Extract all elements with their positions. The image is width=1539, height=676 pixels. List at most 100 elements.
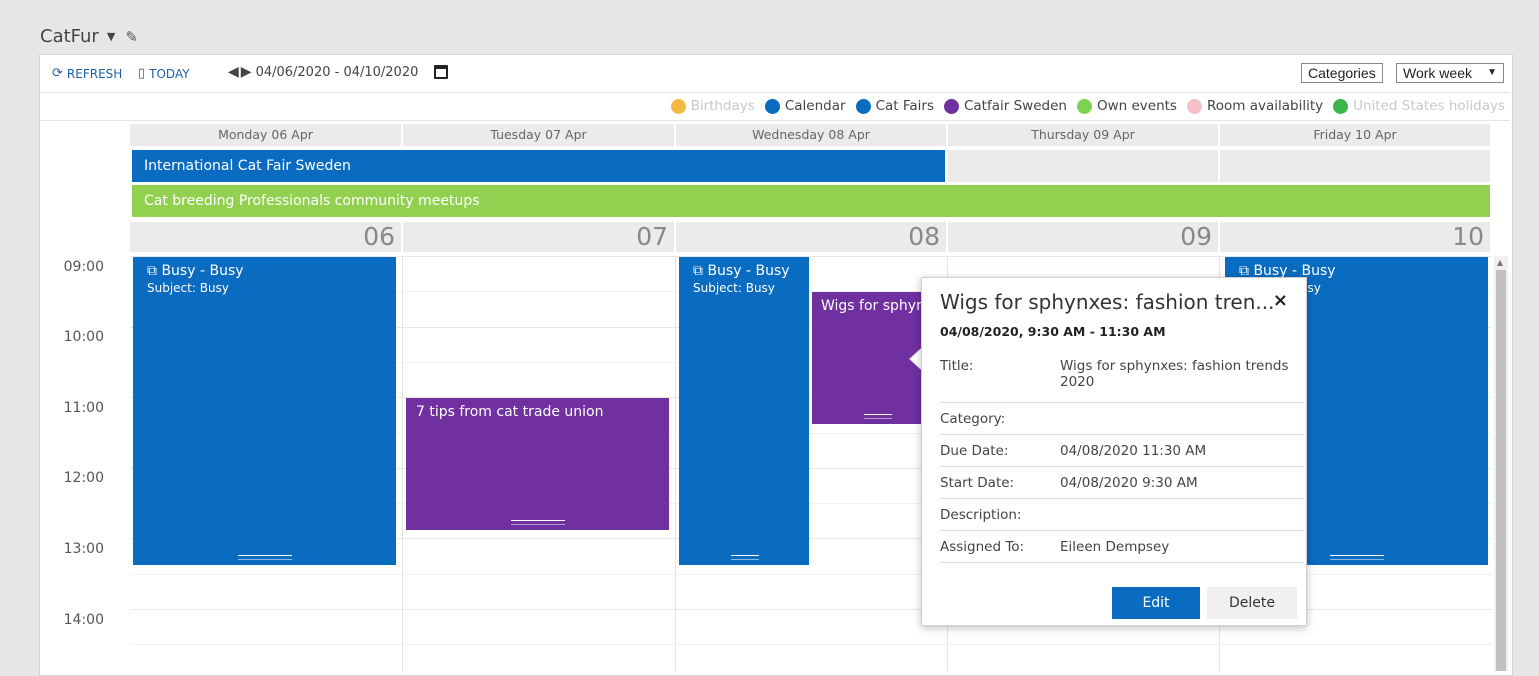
time-slot-line (130, 397, 1492, 398)
day-header: Tuesday 07 Apr (403, 124, 674, 146)
day-number[interactable]: 08 (676, 222, 946, 252)
resize-handle[interactable] (1330, 555, 1384, 560)
legend-label: Birthdays (690, 98, 755, 114)
day-number[interactable]: 06 (130, 222, 401, 252)
time-label: 11:00 (63, 400, 104, 416)
refresh-icon: ⟳ (52, 66, 63, 81)
event-subject: Subject: Busy (693, 281, 775, 295)
allday-event[interactable]: Cat breeding Professionals community mee… (132, 185, 1490, 217)
day-number[interactable]: 09 (948, 222, 1218, 252)
legend-dot-icon (764, 98, 780, 114)
field-label: Title: (940, 358, 974, 374)
event-title: Wigs for sphynxes: fashion trends 2020 (821, 298, 942, 314)
chevron-down-icon[interactable]: ▼ (106, 30, 116, 43)
delete-button[interactable]: Delete (1207, 587, 1297, 619)
resize-handle[interactable] (731, 555, 759, 560)
edit-button[interactable]: Edit (1112, 587, 1200, 619)
field-row-description: Description: (940, 507, 1304, 531)
legend-dot-icon (1076, 98, 1092, 114)
time-slot-line (130, 609, 1492, 610)
allday-event[interactable]: International Cat Fair Sweden (132, 150, 945, 182)
legend-item[interactable]: Birthdays (670, 98, 755, 114)
event-busy[interactable]: ⧉ Busy - Busy Subject: Busy (679, 257, 809, 565)
chevron-down-icon: ▼ (1487, 67, 1497, 78)
day-header: Friday 10 Apr (1220, 124, 1490, 146)
event-busy[interactable]: ⧉ Busy - Busy Subject: Busy (133, 257, 396, 565)
time-slot-line (130, 468, 1492, 469)
refresh-label: REFRESH (66, 66, 123, 81)
field-value: 04/08/2020 11:30 AM (1060, 443, 1207, 459)
event-title: Busy - Busy (161, 263, 244, 279)
date-navigator: ◀ ▶ 04/06/2020 - 04/10/2020 (228, 64, 449, 80)
field-row-category: Category: (940, 411, 1304, 435)
legend-item[interactable]: Cat Fairs (855, 98, 934, 114)
scroll-up-icon[interactable]: ▲ (1497, 258, 1504, 267)
legend-label: Room availability (1206, 98, 1324, 114)
scrollbar[interactable]: ▲ (1494, 256, 1508, 671)
meeting-icon: ⧉ (147, 263, 157, 279)
legend-item[interactable]: Calendar (764, 98, 846, 114)
categories-button[interactable]: Categories (1301, 63, 1383, 83)
legend-item[interactable]: Room availability (1186, 98, 1324, 114)
time-slot-line (130, 538, 1492, 539)
legend-label: Calendar (784, 98, 846, 114)
calendar-title[interactable]: CatFur ▼ ✎ (40, 26, 138, 47)
legend-item[interactable]: Own events (1076, 98, 1177, 114)
time-slot-line (130, 362, 1492, 363)
legend-label: United States holidays (1353, 98, 1505, 114)
day-header: Monday 06 Apr (130, 124, 401, 146)
edit-icon[interactable]: ✎ (125, 27, 138, 46)
field-row-title: Title: Wigs for sphynxes: fashion trends… (940, 358, 1304, 403)
event-details-popup: Wigs for sphynxes: fashion tren... × 04/… (921, 277, 1307, 626)
day-number[interactable]: 10 (1220, 222, 1490, 252)
day-header: Thursday 09 Apr (948, 124, 1218, 146)
legend-dot-icon (943, 98, 959, 114)
event-title: Busy - Busy (707, 263, 790, 279)
time-label: 13:00 (63, 541, 104, 557)
meeting-icon: ⧉ (693, 263, 703, 279)
field-label: Start Date: (940, 475, 1015, 491)
legend-divider (40, 120, 1510, 121)
event-title: Busy - Busy (1253, 263, 1336, 279)
column-divider (402, 256, 403, 671)
field-row-assigned-to: Assigned To: Eileen Dempsey (940, 539, 1304, 563)
legend-dot-icon (670, 98, 686, 114)
view-select[interactable]: Work week ▼ (1396, 63, 1504, 83)
legend-dot-icon (1333, 98, 1349, 114)
day-number[interactable]: 07 (403, 222, 674, 252)
legend-label: Own events (1096, 98, 1177, 114)
close-icon[interactable]: × (1272, 290, 1288, 311)
refresh-button[interactable]: ⟳ REFRESH (52, 66, 122, 81)
calendar-picker-icon[interactable] (434, 65, 449, 79)
time-label: 12:00 (63, 470, 104, 486)
resize-handle[interactable] (511, 520, 565, 525)
event-7-tips[interactable]: 7 tips from cat trade union (406, 398, 669, 530)
view-select-value: Work week (1403, 65, 1472, 81)
time-slot-line (130, 433, 1492, 434)
toolbar-divider (40, 92, 1510, 93)
field-label: Category: (940, 411, 1006, 427)
time-label: 09:00 (63, 259, 104, 275)
prev-arrow-icon[interactable]: ◀ (228, 64, 239, 80)
field-label: Due Date: (940, 443, 1009, 459)
popup-title: Wigs for sphynxes: fashion tren... (940, 290, 1275, 314)
time-slot-line (130, 291, 1492, 292)
legend-item[interactable]: Catfair Sweden (943, 98, 1067, 114)
time-label: 14:00 (63, 612, 104, 628)
legend-item[interactable]: United States holidays (1333, 98, 1505, 114)
field-row-start-date: Start Date: 04/08/2020 9:30 AM (940, 475, 1304, 499)
time-label: 10:00 (63, 329, 104, 345)
field-value: 04/08/2020 9:30 AM (1060, 475, 1198, 491)
resize-handle[interactable] (238, 555, 292, 560)
next-arrow-icon[interactable]: ▶ (240, 64, 252, 80)
legend-dot-icon (1186, 98, 1202, 114)
calendar-today-icon: ▯ (138, 66, 146, 81)
field-value: Eileen Dempsey (1060, 539, 1170, 555)
today-button[interactable]: ▯ TODAY (138, 66, 190, 81)
popup-pointer (910, 348, 922, 370)
resize-handle[interactable] (864, 414, 892, 419)
scrollbar-thumb[interactable] (1496, 270, 1506, 671)
meeting-icon: ⧉ (1239, 263, 1249, 279)
time-slot-line (130, 256, 1492, 257)
field-row-due-date: Due Date: 04/08/2020 11:30 AM (940, 443, 1304, 467)
